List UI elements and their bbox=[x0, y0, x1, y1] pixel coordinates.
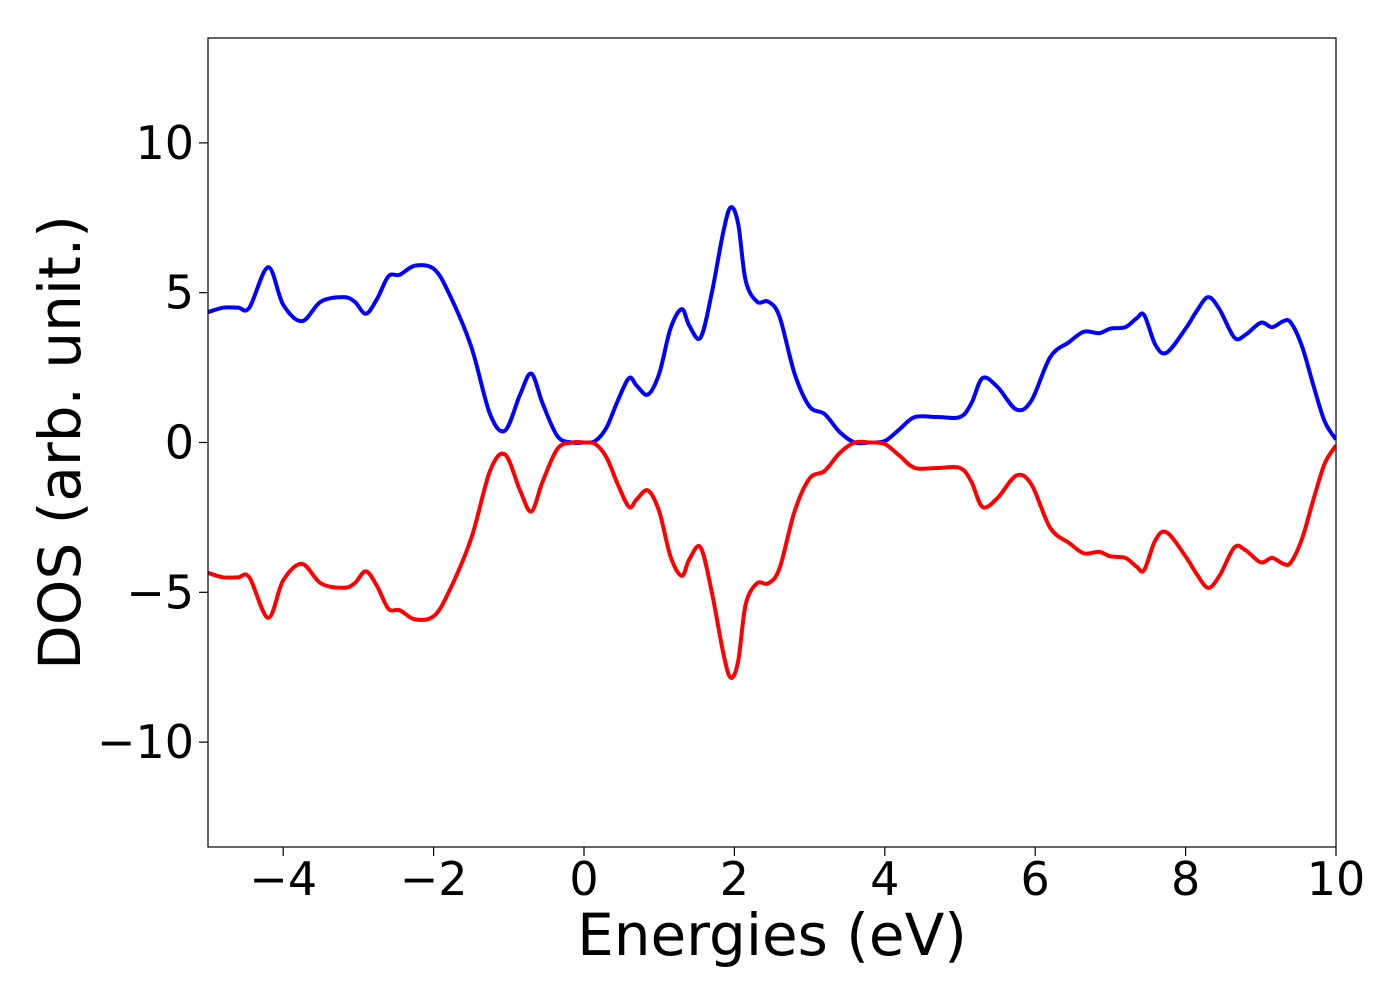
y-axis-label: DOS (arb. unit.) bbox=[26, 215, 94, 670]
series-layer bbox=[208, 205, 1336, 680]
x-tick-label: 2 bbox=[720, 852, 749, 906]
y-tick-label: 0 bbox=[165, 416, 194, 470]
ticks-layer: −4 −2 0 2 4 6 8 10 −10 −5 0 5 10 bbox=[97, 116, 1365, 906]
series-line-red bbox=[208, 439, 1336, 680]
x-tick-label: 8 bbox=[1171, 852, 1200, 906]
x-tick-label: 6 bbox=[1021, 852, 1050, 906]
y-tick-label: 10 bbox=[135, 116, 194, 170]
y-tick-label: −5 bbox=[126, 565, 194, 619]
x-tick-label: −4 bbox=[249, 852, 317, 906]
x-tick-label: 4 bbox=[870, 852, 899, 906]
series-line-blue bbox=[208, 205, 1336, 446]
x-tick-label: −2 bbox=[400, 852, 468, 906]
y-tick-label: 5 bbox=[165, 266, 194, 320]
x-axis-label: Energies (eV) bbox=[577, 901, 967, 969]
y-tick-label: −10 bbox=[97, 715, 194, 769]
x-tick-label: 0 bbox=[569, 852, 598, 906]
x-tick-label: 10 bbox=[1307, 852, 1366, 906]
plot-frame bbox=[207, 37, 1337, 848]
